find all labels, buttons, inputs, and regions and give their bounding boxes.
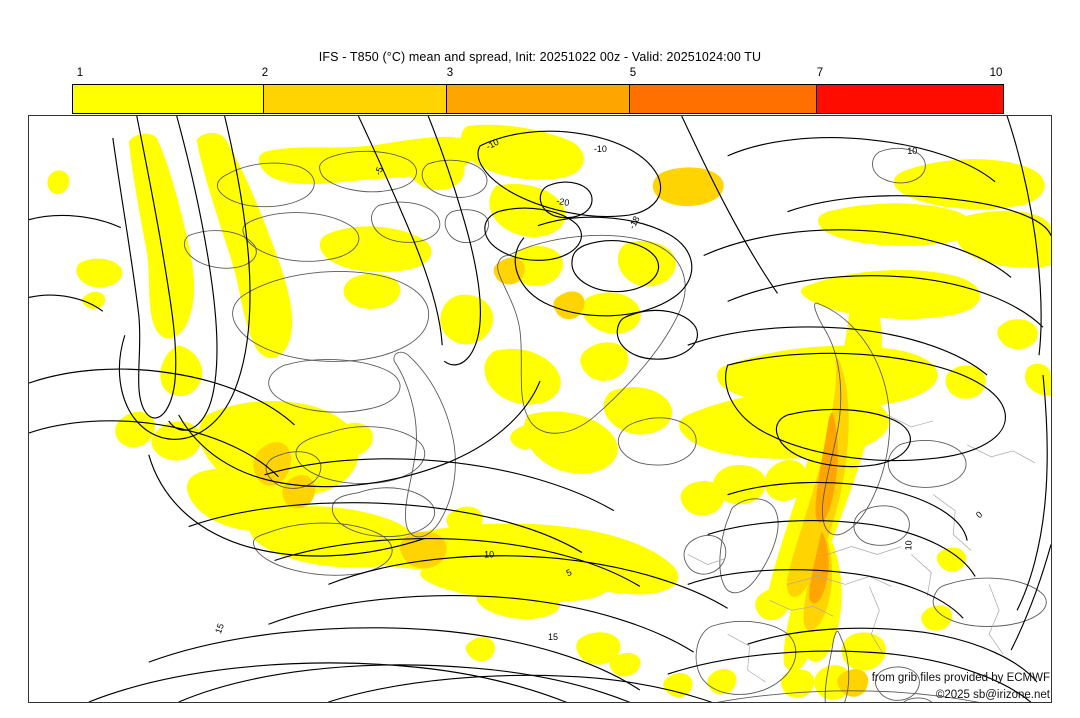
colorbar-tick-10: 10 [989, 67, 1003, 79]
contour-label: -18 [627, 214, 642, 230]
colorbar-tick-5: 5 [629, 67, 637, 79]
contour-label: 10 [484, 549, 494, 559]
colorbar-tick-labels: 1 2 3 5 7 10 [72, 66, 1004, 82]
contour-label: 10 [907, 146, 917, 156]
attribution-copyright: ©2025 sb@irizone.net [935, 689, 1050, 701]
contour-label: -20 [556, 196, 571, 208]
contour-lines [29, 116, 1051, 702]
contour-label: 0 [974, 509, 984, 520]
contour-label: 10 [903, 540, 913, 550]
country-borders [687, 414, 1036, 683]
colorbar-tick-7: 7 [816, 67, 824, 79]
colorbar-tick-3: 3 [446, 67, 454, 79]
contour-label: 5 [565, 567, 574, 578]
map-canvas: -10 -10 -20 -18 -5 10 5 10 15 15 10 0 [29, 116, 1051, 702]
colorbar [72, 84, 1004, 114]
contour-label: 15 [213, 622, 226, 635]
colorbar-segment-7-10 [816, 85, 1003, 113]
colorbar-segment-3-5 [446, 85, 631, 113]
colorbar-segment-5-7 [630, 85, 817, 113]
coastlines [183, 147, 1047, 702]
contour-label: -10 [594, 144, 607, 154]
page-title: IFS - T850 (°C) mean and spread, Init: 2… [318, 50, 762, 64]
attribution-source: from grib files provided by ECMWF [871, 672, 1050, 684]
colorbar-segment-1-2 [73, 85, 264, 113]
colorbar-tick-1: 1 [76, 67, 84, 79]
contour-label: -5 [373, 166, 385, 177]
spread-shading-level3 [809, 412, 838, 604]
map-frame: -10 -10 -20 -18 -5 10 5 10 15 15 10 0 [28, 115, 1052, 703]
contour-label: 15 [548, 632, 558, 642]
colorbar-tick-2: 2 [261, 67, 269, 79]
colorbar-segment-2-3 [263, 85, 447, 113]
